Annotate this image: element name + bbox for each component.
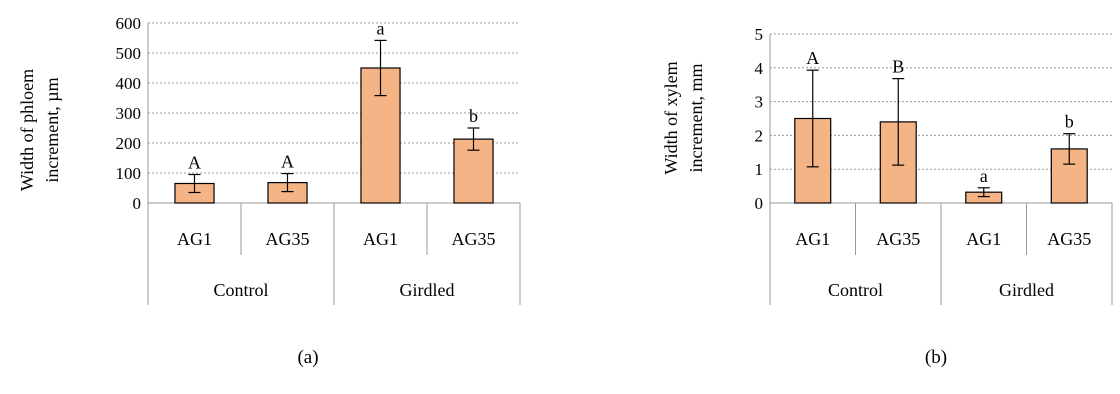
x-category-labels: AG1 AG35 AG1 AG35 Control Girdled — [177, 203, 521, 305]
y-tick-label: 300 — [116, 104, 142, 123]
significance-label: A — [806, 48, 819, 68]
y-axis-label-line-1: Width of phloem — [17, 69, 37, 191]
x-category-label: AG1 — [795, 229, 830, 249]
panel-label: (a) — [297, 347, 318, 368]
y-tick-label: 4 — [755, 59, 764, 78]
y-tick-label: 2 — [755, 126, 764, 145]
y-tick-label: 500 — [116, 44, 142, 63]
chart-panel-b: Width of xylem increment, mm 0 1 2 3 4 5 A Ba b… — [661, 25, 1113, 368]
x-group-label: Control — [828, 280, 883, 300]
significance-label: A — [281, 152, 294, 172]
y-tick-label: 600 — [116, 14, 142, 33]
gridlines — [147, 22, 520, 305]
y-tick-label: 3 — [755, 93, 764, 112]
panel-label: (b) — [925, 347, 947, 368]
x-category-labels: AG1 AG35 AG1 AG35 Control Girdled — [795, 203, 1113, 305]
y-axis-label-line-2: increment, µm — [42, 77, 62, 182]
chart-panel-a: Width of phloem increment, µm 0 100 200 300… — [17, 14, 521, 368]
y-tick-labels: 0 1 2 3 4 5 — [755, 25, 764, 213]
y-tick-label: 400 — [116, 74, 142, 93]
bars: A Aa b — [174, 18, 494, 204]
y-tick-label: 0 — [755, 194, 764, 213]
significance-label: a — [377, 18, 385, 38]
y-tick-labels: 0 100 200 300 400 500 600 — [116, 14, 142, 213]
y-tick-label: 100 — [116, 164, 142, 183]
y-axis-label-line-1: Width of xylem — [661, 61, 681, 174]
y-tick-label: 1 — [755, 160, 764, 179]
significance-label: B — [892, 57, 904, 77]
bars: A Ba b — [794, 48, 1088, 204]
x-group-label: Control — [213, 280, 268, 300]
x-group-label: Girdled — [999, 280, 1054, 300]
x-category-label: AG35 — [876, 229, 920, 249]
x-category-label: AG35 — [452, 229, 496, 249]
significance-label: a — [980, 166, 988, 186]
x-group-label: Girdled — [400, 280, 455, 300]
y-tick-label: 5 — [755, 25, 764, 44]
y-tick-label: 200 — [116, 134, 142, 153]
y-axis-label-line-2: increment, mm — [686, 64, 706, 173]
significance-label: b — [1065, 112, 1074, 132]
y-tick-label: 0 — [133, 194, 142, 213]
x-category-label: AG1 — [966, 229, 1001, 249]
x-category-label: AG1 — [363, 229, 398, 249]
significance-label: b — [469, 106, 478, 126]
x-category-label: AG35 — [1047, 229, 1091, 249]
significance-label: A — [188, 153, 201, 173]
x-category-label: AG1 — [177, 229, 212, 249]
x-category-label: AG35 — [266, 229, 310, 249]
